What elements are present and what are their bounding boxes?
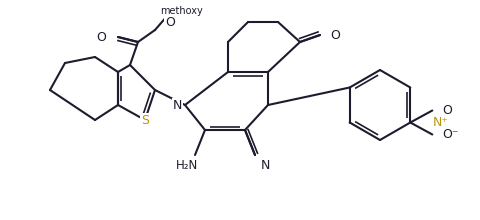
Text: S: S	[141, 114, 149, 126]
Text: O: O	[442, 104, 451, 117]
Text: O⁻: O⁻	[442, 128, 458, 141]
Text: O: O	[96, 31, 106, 44]
Text: S: S	[141, 114, 149, 126]
Text: H₂N: H₂N	[176, 158, 198, 172]
Text: N⁺: N⁺	[432, 116, 447, 129]
Text: O: O	[329, 29, 339, 42]
Text: O: O	[165, 15, 175, 29]
Text: N: N	[261, 158, 270, 172]
Text: methoxy: methoxy	[160, 6, 203, 16]
Text: N: N	[172, 99, 181, 112]
